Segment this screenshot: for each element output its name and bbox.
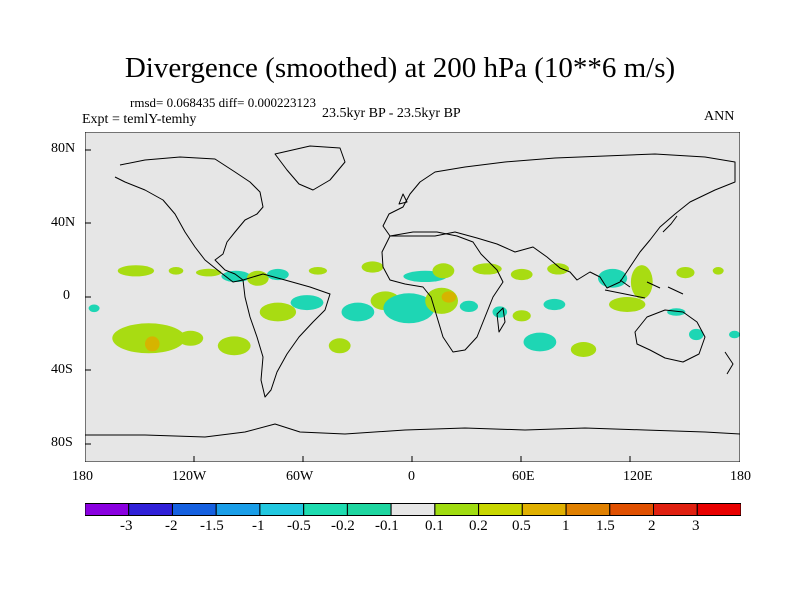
colorbar-label-2: -2 bbox=[165, 518, 178, 534]
divergence-patch-27 bbox=[383, 293, 435, 324]
experiment-label: Expt = temlY-temhy bbox=[82, 112, 197, 127]
divergence-patch-16 bbox=[712, 267, 724, 275]
coast-africa bbox=[381, 231, 504, 353]
colorbar-label-11: 1 bbox=[562, 518, 570, 534]
x-tick-label-60e: 60E bbox=[512, 469, 535, 484]
x-tick-label-0: 0 bbox=[408, 469, 415, 484]
y-tick-label-80s: 80S bbox=[51, 435, 73, 450]
x-tick-label-180w: 180 bbox=[72, 469, 93, 484]
divergence-patch-31 bbox=[492, 306, 508, 318]
divergence-patch-6 bbox=[308, 267, 327, 275]
coast-greenland bbox=[274, 145, 346, 191]
y-tick-label-40n: 40N bbox=[51, 215, 76, 230]
coast-eurasia bbox=[382, 153, 736, 289]
divergence-patch-2 bbox=[196, 268, 222, 277]
divergence-patch-17 bbox=[88, 304, 100, 313]
divergence-patch-38 bbox=[689, 328, 704, 341]
divergence-patch-5 bbox=[267, 268, 289, 281]
period-label: 23.5kyr BP - 23.5kyr BP bbox=[322, 106, 461, 121]
colorbar-box-1 bbox=[128, 503, 173, 516]
divergence-patch-12 bbox=[547, 263, 569, 275]
colorbar-box-6 bbox=[346, 503, 392, 516]
colorbar-label-5: -0.5 bbox=[287, 518, 311, 534]
coast-japan bbox=[662, 215, 678, 233]
x-tick-label-60w: 60W bbox=[286, 469, 314, 484]
rmsd-diff-stats: rmsd= 0.068435 diff= 0.000223123 bbox=[130, 95, 316, 110]
divergence-patch-24 bbox=[341, 302, 375, 322]
coast-antarctica bbox=[85, 423, 740, 438]
divergence-patch-39 bbox=[729, 330, 740, 339]
x-tick-label-120w: 120W bbox=[172, 469, 207, 484]
divergence-map bbox=[85, 132, 740, 462]
divergence-patch-19 bbox=[145, 336, 160, 352]
colorbar-label-8: 0.1 bbox=[425, 518, 444, 534]
divergence-patch-20 bbox=[177, 330, 204, 346]
colorbar-box-4 bbox=[259, 503, 305, 516]
colorbar-box-2 bbox=[172, 503, 217, 516]
divergence-patch-11 bbox=[510, 268, 533, 281]
colorbar-box-10 bbox=[521, 503, 567, 516]
colorbar-box-8 bbox=[434, 503, 480, 516]
colorbar-label-14: 3 bbox=[692, 518, 700, 534]
divergence-patch-35 bbox=[570, 342, 597, 357]
x-tick-label-120e: 120E bbox=[623, 469, 653, 484]
season-label: ANN bbox=[704, 109, 735, 124]
x-tick-label-180e: 180 bbox=[730, 469, 751, 484]
divergence-patch-30 bbox=[459, 300, 478, 312]
y-tick-label-40s: 40S bbox=[51, 362, 73, 377]
divergence-patch-22 bbox=[259, 302, 297, 322]
divergence-patch-9 bbox=[432, 263, 455, 279]
coast-south-america bbox=[242, 273, 331, 398]
colorbar-box-3 bbox=[215, 503, 261, 516]
divergence-patch-10 bbox=[472, 263, 502, 275]
y-tick-label-eq: 0 bbox=[63, 288, 70, 303]
divergence-patch-34 bbox=[523, 332, 557, 352]
colorbar-label-6: -0.2 bbox=[331, 518, 355, 534]
colorbar-box-9 bbox=[478, 503, 523, 516]
axis-ticks bbox=[85, 149, 631, 462]
colorbar-label-10: 0.5 bbox=[512, 518, 531, 534]
coast-australia bbox=[634, 309, 706, 363]
divergence-patch-21 bbox=[217, 336, 251, 356]
divergence-patches bbox=[88, 261, 740, 357]
colorbar-label-7: -0.1 bbox=[375, 518, 399, 534]
colorbar-label-9: 0.2 bbox=[469, 518, 488, 534]
colorbar-box-11 bbox=[565, 503, 611, 516]
divergence-patch-1 bbox=[168, 267, 184, 275]
divergence-patch-15 bbox=[676, 267, 695, 279]
divergence-patch-25 bbox=[328, 338, 351, 354]
colorbar-label-1: -3 bbox=[120, 518, 133, 534]
colorbar-label-13: 2 bbox=[648, 518, 656, 534]
y-tick-label-80n: 80N bbox=[51, 141, 76, 156]
colorbar-label-4: -1 bbox=[252, 518, 265, 534]
divergence-patch-23 bbox=[290, 295, 324, 311]
colorbar-box-7 bbox=[390, 503, 436, 516]
coast-uk bbox=[398, 193, 408, 205]
divergence-patch-36 bbox=[609, 297, 646, 312]
colorbar bbox=[85, 503, 741, 516]
divergence-patch-29 bbox=[441, 291, 457, 303]
divergence-patch-13 bbox=[598, 268, 628, 288]
colorbar-box-0 bbox=[85, 503, 130, 516]
colorbar-box-12 bbox=[609, 503, 654, 516]
divergence-patch-14 bbox=[630, 265, 653, 299]
colorbar-box-14 bbox=[696, 503, 741, 516]
coast-indonesia bbox=[604, 279, 684, 299]
divergence-patch-33 bbox=[543, 298, 566, 311]
divergence-patch-7 bbox=[361, 261, 384, 273]
coast-new-zealand bbox=[724, 351, 734, 375]
plot-title: Divergence (smoothed) at 200 hPa (10**6 … bbox=[124, 52, 676, 84]
coast-north-america bbox=[114, 156, 264, 283]
colorbar-box-13 bbox=[653, 503, 698, 516]
divergence-patch-37 bbox=[667, 308, 686, 316]
colorbar-label-3: -1.5 bbox=[200, 518, 224, 534]
colorbar-box-5 bbox=[303, 503, 348, 516]
divergence-patch-32 bbox=[512, 310, 531, 322]
coast-madagascar bbox=[496, 307, 506, 333]
divergence-patch-0 bbox=[117, 265, 155, 277]
colorbar-label-12: 1.5 bbox=[596, 518, 615, 534]
coastlines bbox=[85, 145, 740, 438]
